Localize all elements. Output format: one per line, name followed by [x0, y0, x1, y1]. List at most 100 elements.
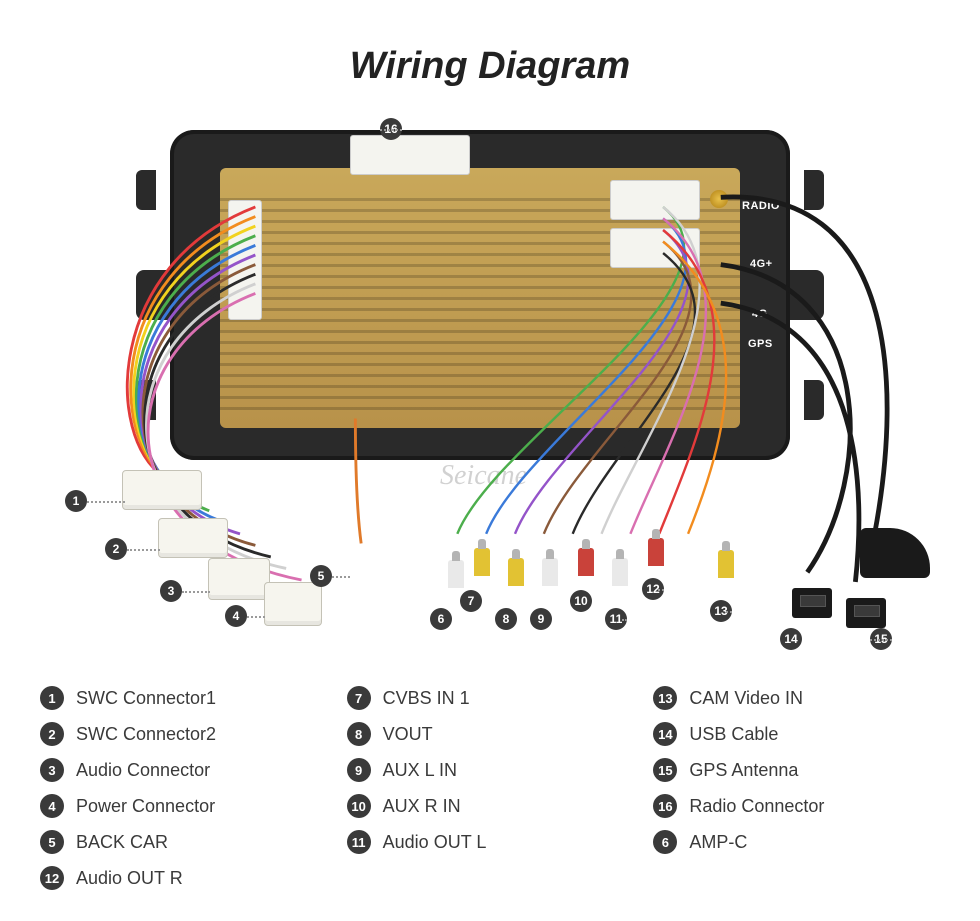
rca-aux-r	[578, 548, 594, 576]
legend-number: 9	[347, 758, 371, 782]
legend-label: GPS Antenna	[689, 760, 798, 781]
callout-leader	[247, 616, 265, 618]
callout-5: 5	[310, 565, 332, 587]
legend-label: Radio Connector	[689, 796, 824, 817]
port-label-gps: GPS	[748, 338, 773, 350]
legend-label: AMP-C	[689, 832, 747, 853]
legend-number: 7	[347, 686, 371, 710]
legend-item-16: 16 Radio Connector	[653, 788, 940, 824]
callout-leader	[332, 576, 350, 578]
rca-cvbs-in1	[474, 548, 490, 576]
mount-tab	[804, 380, 824, 420]
mount-tab	[136, 170, 156, 210]
legend-item-5: 5 BACK CAR	[40, 824, 327, 860]
callout-10: 10	[570, 590, 592, 612]
legend-number: 13	[653, 686, 677, 710]
connector-swc1	[122, 470, 202, 510]
legend-item-3: 3 Audio Connector	[40, 752, 327, 788]
callout-1: 1	[65, 490, 87, 512]
port-label-radio: RADIO	[742, 200, 780, 212]
usb-plug	[846, 598, 886, 628]
rca-amp-c	[448, 560, 464, 588]
legend: 1 SWC Connector1 7 CVBS IN 1 13 CAM Video IN 2…	[40, 680, 940, 896]
legend-label: AUX L IN	[383, 760, 457, 781]
legend-label: USB Cable	[689, 724, 778, 745]
connector-audio	[208, 558, 270, 600]
legend-item-8: 8 VOUT	[347, 716, 634, 752]
legend-item-7: 7 CVBS IN 1	[347, 680, 634, 716]
callout-4: 4	[225, 605, 247, 627]
legend-label: VOUT	[383, 724, 433, 745]
legend-item-12: 12 Audio OUT R	[40, 860, 327, 896]
mount-tab	[804, 170, 824, 210]
port-label-4g: 4G	[752, 308, 768, 320]
harness-plug-right-2	[610, 228, 700, 268]
legend-number: 8	[347, 722, 371, 746]
legend-number: 3	[40, 758, 64, 782]
usb-plug	[792, 588, 832, 618]
callout-3: 3	[160, 580, 182, 602]
legend-label: AUX R IN	[383, 796, 461, 817]
legend-number: 11	[347, 830, 371, 854]
legend-label: SWC Connector2	[76, 724, 216, 745]
sma-radio-jack	[710, 190, 728, 208]
legend-number: 2	[40, 722, 64, 746]
legend-item-6: 6 AMP-C	[653, 824, 940, 860]
callout-leader	[380, 129, 402, 131]
legend-item-10: 10 AUX R IN	[347, 788, 634, 824]
connector-swc2	[158, 518, 228, 558]
radio-connector-plug	[350, 135, 470, 175]
watermark: Seicane	[440, 460, 527, 492]
legend-label: SWC Connector1	[76, 688, 216, 709]
legend-label: Audio OUT R	[76, 868, 183, 889]
legend-number: 15	[653, 758, 677, 782]
callout-14: 14	[780, 628, 802, 650]
legend-number: 4	[40, 794, 64, 818]
rca-vout	[508, 558, 524, 586]
callout-2: 2	[105, 538, 127, 560]
legend-label: CVBS IN 1	[383, 688, 470, 709]
legend-number: 14	[653, 722, 677, 746]
gps-antenna-puck	[860, 528, 930, 578]
callout-8: 8	[495, 608, 517, 630]
legend-label: Audio OUT L	[383, 832, 487, 853]
page-title: Wiring Diagram	[0, 45, 980, 88]
legend-item-11: 11 Audio OUT L	[347, 824, 634, 860]
legend-item-15: 15 GPS Antenna	[653, 752, 940, 788]
legend-item-2: 2 SWC Connector2	[40, 716, 327, 752]
callout-7: 7	[460, 590, 482, 612]
callout-leader	[87, 501, 125, 503]
callout-leader	[127, 549, 160, 551]
port-label-4gplus: 4G+	[750, 258, 773, 270]
legend-item-1: 1 SWC Connector1	[40, 680, 327, 716]
legend-label: Audio Connector	[76, 760, 210, 781]
callout-leader	[658, 589, 664, 591]
callout-leader	[726, 611, 732, 613]
harness-plug-right-1	[610, 180, 700, 220]
legend-number: 10	[347, 794, 371, 818]
legend-number: 16	[653, 794, 677, 818]
rca-aux-l	[542, 558, 558, 586]
mount-tab	[136, 380, 156, 420]
legend-number: 1	[40, 686, 64, 710]
callout-leader	[182, 591, 210, 593]
legend-label: Power Connector	[76, 796, 215, 817]
connector-power	[264, 582, 322, 626]
callout-9: 9	[530, 608, 552, 630]
legend-number: 6	[653, 830, 677, 854]
callout-6: 6	[430, 608, 452, 630]
callout-leader	[870, 639, 892, 641]
legend-item-9: 9 AUX L IN	[347, 752, 634, 788]
legend-item-13: 13 CAM Video IN	[653, 680, 940, 716]
legend-label: BACK CAR	[76, 832, 168, 853]
harness-plug-side	[228, 200, 262, 320]
legend-item-4: 4 Power Connector	[40, 788, 327, 824]
rca-audio-out-l	[612, 558, 628, 586]
legend-number: 12	[40, 866, 64, 890]
legend-item-14: 14 USB Cable	[653, 716, 940, 752]
wiring-diagram-figure: RADIO 4G+ 4G GPS Seicane 123456789101112…	[50, 130, 930, 630]
legend-label: CAM Video IN	[689, 688, 803, 709]
rca-cam-in	[718, 550, 734, 578]
legend-number: 5	[40, 830, 64, 854]
callout-leader	[622, 619, 627, 621]
